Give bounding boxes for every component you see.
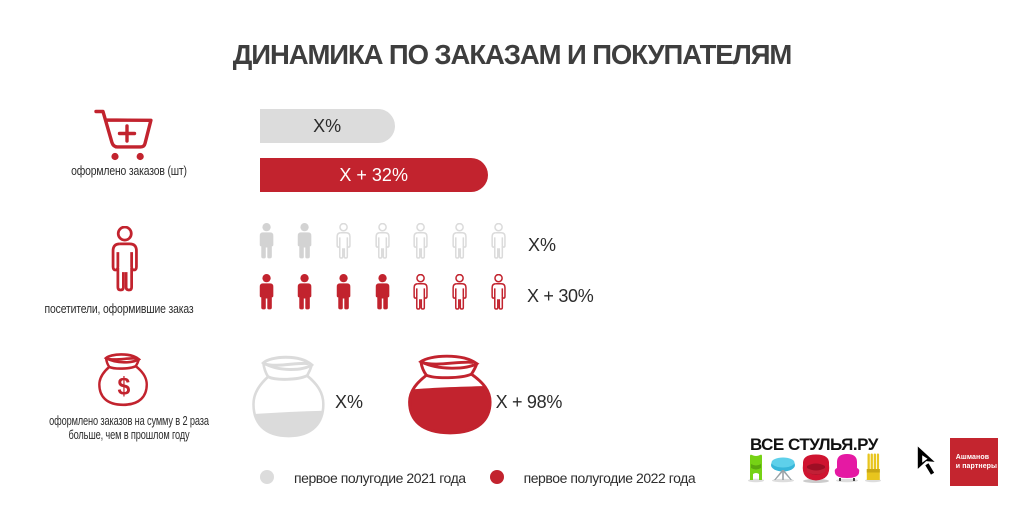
svg-text:$: $ [118,373,131,401]
